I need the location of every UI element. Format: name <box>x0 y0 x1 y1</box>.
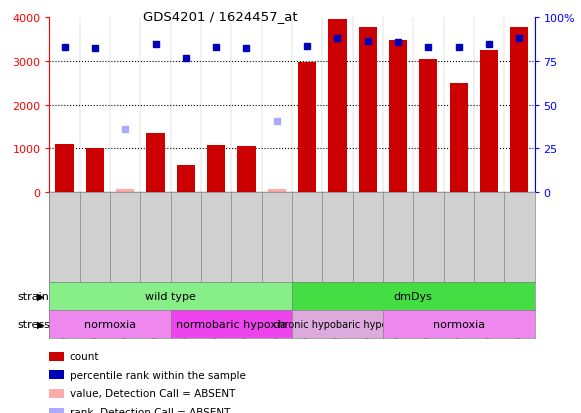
Text: wild type: wild type <box>145 291 196 301</box>
Text: chronic hypobaric hypoxia: chronic hypobaric hypoxia <box>273 319 402 329</box>
Bar <box>116 189 134 192</box>
Bar <box>480 51 498 192</box>
Text: GDS4201 / 1624457_at: GDS4201 / 1624457_at <box>144 10 298 23</box>
Bar <box>268 189 286 192</box>
Bar <box>358 28 377 192</box>
Bar <box>177 166 195 192</box>
Text: normoxia: normoxia <box>84 319 136 329</box>
Text: stress: stress <box>17 319 50 329</box>
Bar <box>238 147 256 192</box>
Bar <box>389 40 407 192</box>
Text: count: count <box>70 351 99 361</box>
Bar <box>207 145 225 192</box>
Bar <box>328 20 346 192</box>
Text: percentile rank within the sample: percentile rank within the sample <box>70 370 246 380</box>
Text: strain: strain <box>17 291 49 301</box>
Bar <box>298 62 316 192</box>
Text: normoxia: normoxia <box>433 319 485 329</box>
Text: value, Detection Call = ABSENT: value, Detection Call = ABSENT <box>70 389 235 399</box>
Bar <box>55 145 74 192</box>
Bar <box>510 28 529 192</box>
Text: ▶: ▶ <box>37 291 44 301</box>
Text: normobaric hypoxia: normobaric hypoxia <box>176 319 287 329</box>
Bar <box>419 59 437 192</box>
Text: rank, Detection Call = ABSENT: rank, Detection Call = ABSENT <box>70 407 230 413</box>
Bar <box>146 133 164 192</box>
Bar <box>450 83 468 192</box>
Text: dmDys: dmDys <box>394 291 433 301</box>
Text: ▶: ▶ <box>37 319 44 329</box>
Bar <box>86 149 104 192</box>
